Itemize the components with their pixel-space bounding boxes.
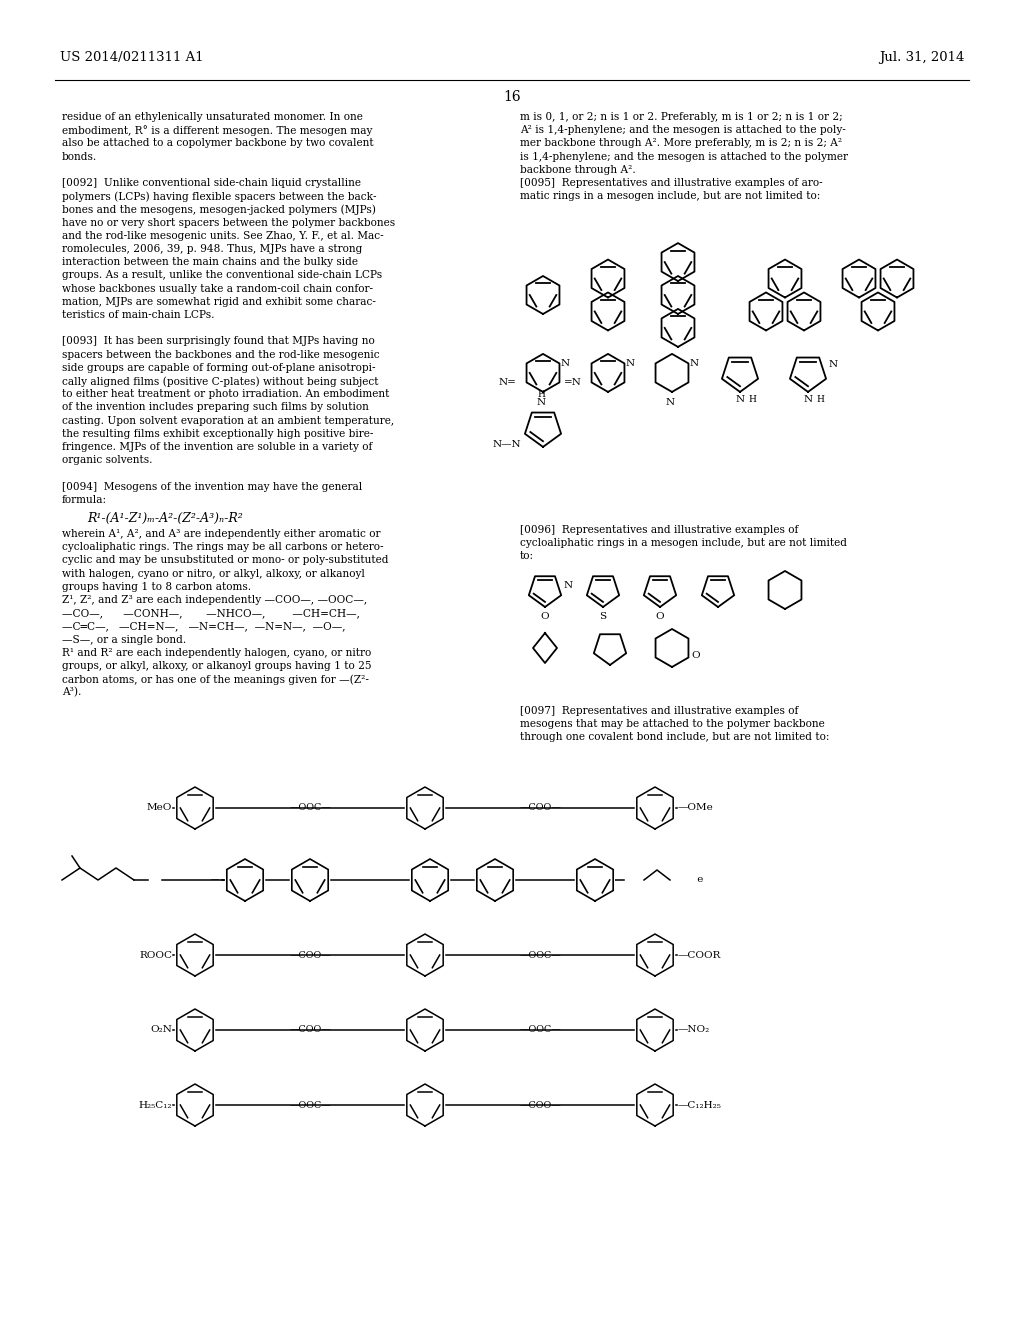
Text: O: O xyxy=(541,612,549,620)
Text: A³).: A³). xyxy=(62,688,81,698)
Text: teristics of main-chain LCPs.: teristics of main-chain LCPs. xyxy=(62,310,214,319)
Text: organic solvents.: organic solvents. xyxy=(62,455,153,465)
Text: —OOC—: —OOC— xyxy=(289,1101,331,1110)
Text: —OOC—: —OOC— xyxy=(519,950,561,960)
Text: —OOC—: —OOC— xyxy=(519,1026,561,1035)
Text: R¹ and R² are each independently halogen, cyano, or nitro: R¹ and R² are each independently halogen… xyxy=(62,648,372,657)
Text: whose backbones usually take a random-coil chain confor-: whose backbones usually take a random-co… xyxy=(62,284,373,293)
Text: cyclic and may be unsubstituted or mono- or poly-substituted: cyclic and may be unsubstituted or mono-… xyxy=(62,556,388,565)
Text: N: N xyxy=(689,359,698,368)
Text: —OMe: —OMe xyxy=(678,804,714,813)
Text: N: N xyxy=(560,359,569,368)
Text: A² is 1,4-phenylene; and the mesogen is attached to the poly-: A² is 1,4-phenylene; and the mesogen is … xyxy=(520,125,846,135)
Text: H: H xyxy=(748,395,756,404)
Text: with halogen, cyano or nitro, or alkyl, alkoxy, or alkanoyl: with halogen, cyano or nitro, or alkyl, … xyxy=(62,569,365,578)
Text: —O—: —O— xyxy=(171,875,200,884)
Text: N: N xyxy=(537,397,546,407)
Text: wherein A¹, A², and A³ are independently either aromatic or: wherein A¹, A², and A³ are independently… xyxy=(62,529,381,539)
Text: H: H xyxy=(816,395,824,404)
Text: casting. Upon solvent evaporation at an ambient temperature,: casting. Upon solvent evaporation at an … xyxy=(62,416,394,425)
Text: —COO—: —COO— xyxy=(289,950,331,960)
Text: to:: to: xyxy=(520,552,535,561)
Text: is 1,4-phenylene; and the mesogen is attached to the polymer: is 1,4-phenylene; and the mesogen is att… xyxy=(520,152,848,161)
Text: —C₁₂H₂₅: —C₁₂H₂₅ xyxy=(678,1101,722,1110)
Text: O: O xyxy=(655,612,665,620)
Text: —CO—,      —CONH—,       —NHCO—,        —CH=CH—,: —CO—, —CONH—, —NHCO—, —CH=CH—, xyxy=(62,609,359,618)
Text: groups. As a result, unlike the conventional side-chain LCPs: groups. As a result, unlike the conventi… xyxy=(62,271,382,280)
Text: —COO—: —COO— xyxy=(519,804,561,813)
Text: [0096]  Representatives and illustrative examples of: [0096] Representatives and illustrative … xyxy=(520,525,799,535)
Text: —NO₂: —NO₂ xyxy=(678,1026,711,1035)
Text: the resulting films exhibit exceptionally high positive bire-: the resulting films exhibit exceptionall… xyxy=(62,429,374,438)
Text: —O—: —O— xyxy=(150,875,179,884)
Text: N: N xyxy=(828,359,838,368)
Text: —COO—: —COO— xyxy=(519,1101,561,1110)
Text: and the rod-like mesogenic units. See Zhao, Y. F., et al. Mac-: and the rod-like mesogenic units. See Zh… xyxy=(62,231,384,240)
Text: [0097]  Representatives and illustrative examples of: [0097] Representatives and illustrative … xyxy=(520,706,799,715)
Text: H₂₅C₁₂: H₂₅C₁₂ xyxy=(138,1101,172,1110)
Text: —OOC—: —OOC— xyxy=(289,804,331,813)
Text: =N: =N xyxy=(563,378,582,387)
Text: have no or very short spacers between the polymer backbones: have no or very short spacers between th… xyxy=(62,218,395,227)
Text: matic rings in a mesogen include, but are not limited to:: matic rings in a mesogen include, but ar… xyxy=(520,191,820,201)
Text: US 2014/0211311 A1: US 2014/0211311 A1 xyxy=(60,51,204,65)
Text: [0094]  Mesogens of the invention may have the general: [0094] Mesogens of the invention may hav… xyxy=(62,482,362,491)
Text: O: O xyxy=(691,651,700,660)
Text: groups having 1 to 8 carbon atoms.: groups having 1 to 8 carbon atoms. xyxy=(62,582,251,591)
Text: mesogens that may be attached to the polymer backbone: mesogens that may be attached to the pol… xyxy=(520,719,824,729)
Text: O₂N: O₂N xyxy=(151,1026,172,1035)
Text: through one covalent bond include, but are not limited to:: through one covalent bond include, but a… xyxy=(520,733,829,742)
Text: S: S xyxy=(599,612,606,620)
Text: OMe: OMe xyxy=(678,875,703,884)
Text: bonds.: bonds. xyxy=(62,152,97,161)
Text: embodiment, R° is a different mesogen. The mesogen may: embodiment, R° is a different mesogen. T… xyxy=(62,125,373,136)
Text: spacers between the backbones and the rod-like mesogenic: spacers between the backbones and the ro… xyxy=(62,350,380,359)
Text: —O—: —O— xyxy=(190,875,220,884)
Text: R¹-(A¹-Z¹)ₘ-A²-(Z²-A³)ₙ-R²: R¹-(A¹-Z¹)ₘ-A²-(Z²-A³)ₙ-R² xyxy=(87,512,243,525)
Text: N: N xyxy=(804,395,813,404)
Text: fringence. MJPs of the invention are soluble in a variety of: fringence. MJPs of the invention are sol… xyxy=(62,442,373,451)
Text: —COO—: —COO— xyxy=(289,1026,331,1035)
Text: carbon atoms, or has one of the meanings given for —(Z²-: carbon atoms, or has one of the meanings… xyxy=(62,675,369,685)
Text: [0093]  It has been surprisingly found that MJPs having no: [0093] It has been surprisingly found th… xyxy=(62,337,375,346)
Text: N: N xyxy=(735,395,744,404)
Text: —COOR: —COOR xyxy=(678,950,721,960)
Text: Z¹, Z², and Z³ are each independently —COO—, —OOC—,: Z¹, Z², and Z³ are each independently —C… xyxy=(62,595,368,605)
Text: N=: N= xyxy=(499,378,516,387)
Text: m is 0, 1, or 2; n is 1 or 2. Preferably, m is 1 or 2; n is 1 or 2;: m is 0, 1, or 2; n is 1 or 2. Preferably… xyxy=(520,112,843,121)
Text: N—N: N—N xyxy=(493,441,521,449)
Text: OMe: OMe xyxy=(672,875,697,884)
Text: cycloaliphatic rings. The rings may be all carbons or hetero-: cycloaliphatic rings. The rings may be a… xyxy=(62,543,384,552)
Text: mation, MJPs are somewhat rigid and exhibit some charac-: mation, MJPs are somewhat rigid and exhi… xyxy=(62,297,376,306)
Text: side groups are capable of forming out-of-plane anisotropi-: side groups are capable of forming out-o… xyxy=(62,363,376,372)
Text: polymers (LCPs) having flexible spacers between the back-: polymers (LCPs) having flexible spacers … xyxy=(62,191,377,202)
Text: mer backbone through A². More preferably, m is 2; n is 2; A²: mer backbone through A². More preferably… xyxy=(520,139,842,148)
Text: backbone through A².: backbone through A². xyxy=(520,165,636,174)
Text: bones and the mesogens, mesogen-jacked polymers (MJPs): bones and the mesogens, mesogen-jacked p… xyxy=(62,205,376,215)
Text: of the invention includes preparing such films by solution: of the invention includes preparing such… xyxy=(62,403,369,412)
Text: MeO: MeO xyxy=(146,804,172,813)
Text: interaction between the main chains and the bulky side: interaction between the main chains and … xyxy=(62,257,358,267)
Text: to either heat treatment or photo irradiation. An embodiment: to either heat treatment or photo irradi… xyxy=(62,389,389,399)
Text: romolecules, 2006, 39, p. 948. Thus, MJPs have a strong: romolecules, 2006, 39, p. 948. Thus, MJP… xyxy=(62,244,362,253)
Text: formula:: formula: xyxy=(62,495,108,504)
Text: —O—: —O— xyxy=(632,875,662,884)
Text: N: N xyxy=(626,359,635,368)
Text: —O—: —O— xyxy=(625,875,654,884)
Text: also be attached to a copolymer backbone by two covalent: also be attached to a copolymer backbone… xyxy=(62,139,374,148)
Text: cycloaliphatic rings in a mesogen include, but are not limited: cycloaliphatic rings in a mesogen includ… xyxy=(520,539,847,548)
Text: cally aligned films (positive C-plates) without being subject: cally aligned films (positive C-plates) … xyxy=(62,376,379,387)
Text: N: N xyxy=(666,397,675,407)
Text: ROOC: ROOC xyxy=(139,950,172,960)
Text: H: H xyxy=(537,389,545,399)
Text: 16: 16 xyxy=(503,90,521,104)
Text: Jul. 31, 2014: Jul. 31, 2014 xyxy=(879,51,964,65)
Text: —C═C—,   —CH=N—,   —N=CH—,  —N=N—,  —O—,: —C═C—, —CH=N—, —N=CH—, —N=N—, —O—, xyxy=(62,622,345,631)
Text: N: N xyxy=(564,581,573,590)
Text: residue of an ethylenically unsaturated monomer. In one: residue of an ethylenically unsaturated … xyxy=(62,112,362,121)
Text: [0092]  Unlike conventional side-chain liquid crystalline: [0092] Unlike conventional side-chain li… xyxy=(62,178,361,187)
Text: groups, or alkyl, alkoxy, or alkanoyl groups having 1 to 25: groups, or alkyl, alkoxy, or alkanoyl gr… xyxy=(62,661,372,671)
Text: —S—, or a single bond.: —S—, or a single bond. xyxy=(62,635,186,644)
Text: [0095]  Representatives and illustrative examples of aro-: [0095] Representatives and illustrative … xyxy=(520,178,822,187)
